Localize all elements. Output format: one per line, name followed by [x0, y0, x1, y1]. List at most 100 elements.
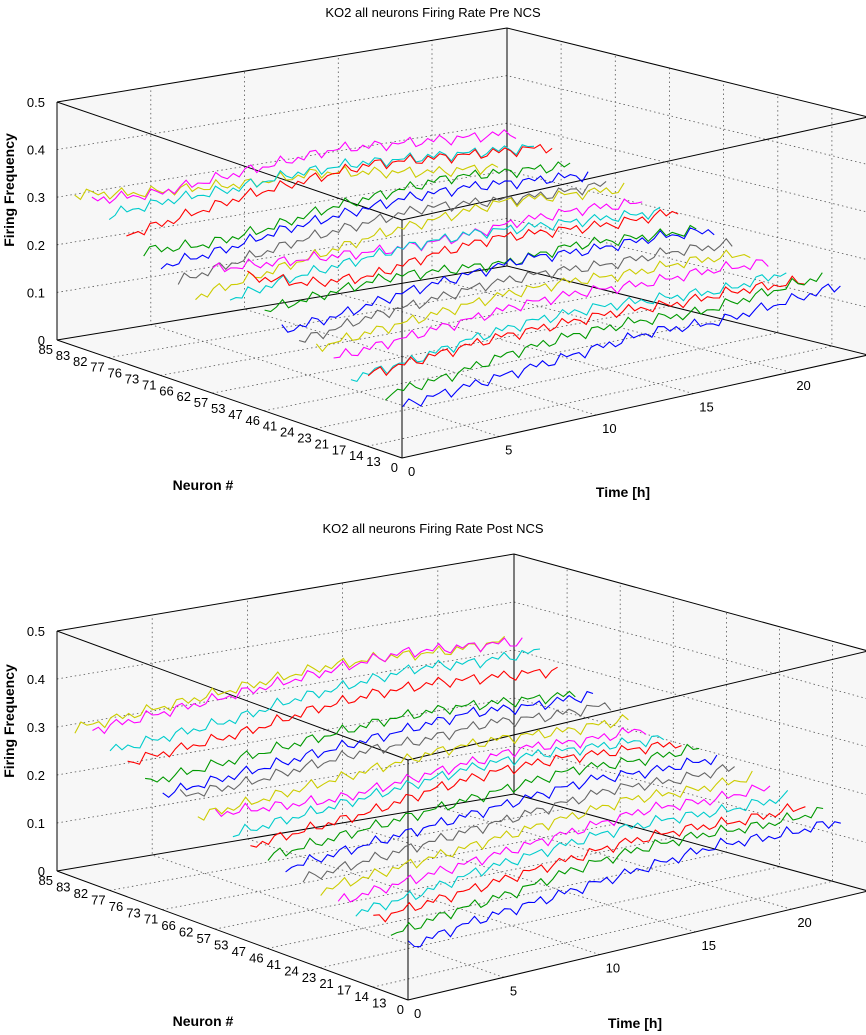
series-line-14 — [390, 806, 824, 936]
box-edge — [513, 553, 866, 651]
series-line-73 — [162, 690, 594, 799]
series-line-73 — [160, 171, 589, 270]
series-line-83 — [91, 129, 517, 204]
series-line-13 — [408, 821, 841, 948]
chart-title: KO2 all neurons Firing Rate Pre NCS — [325, 5, 541, 20]
neuron-tick-label: 23 — [302, 970, 316, 985]
series-line-41 — [302, 764, 735, 883]
grid-freq-0.2 — [56, 697, 866, 795]
z-tick-label: 0.2 — [27, 768, 45, 783]
neuron-tick-label: 82 — [73, 354, 87, 369]
neuron-axis-label: Neuron # — [173, 1013, 234, 1029]
series-line-57 — [229, 206, 661, 301]
series-line-41 — [298, 237, 733, 343]
side-wall-pane — [514, 554, 866, 891]
series-line-85 — [74, 635, 505, 734]
neuron-tick-label: 85 — [39, 873, 53, 888]
series-line-76 — [145, 690, 576, 783]
neuron-axis-label: Neuron # — [173, 477, 234, 493]
series-line-17 — [367, 275, 805, 377]
series-line-66 — [197, 714, 629, 821]
neuron-tick-label: 77 — [91, 892, 105, 907]
chart-post-ncs-svg: KO2 all neurons Firing Rate Post NCS 0 0.1… — [1, 521, 866, 1031]
chart-pre-ncs: KO2 all neurons Firing Rate Pre NCS 0 0.1 0… — [0, 0, 866, 512]
series-line-82 — [109, 648, 541, 752]
neuron-tick-label: 66 — [159, 383, 173, 398]
series-line-77 — [126, 143, 553, 237]
series-line-24 — [320, 770, 753, 896]
series-line-21 — [355, 790, 789, 917]
series-line-71 — [177, 180, 607, 285]
neuron-tick-label: 77 — [90, 360, 104, 375]
grid-time-10 — [244, 71, 597, 416]
box-edge — [56, 630, 409, 761]
time-tick-label: 10 — [602, 421, 616, 436]
series-line-17 — [373, 802, 806, 923]
grid-time-5 — [151, 615, 504, 978]
time-tick-label: 0 — [408, 464, 415, 479]
box-edge — [56, 870, 409, 1001]
neuron-tick-label: 17 — [337, 983, 351, 998]
side-wall-pane — [507, 28, 866, 355]
neuron-tick-label: 57 — [194, 395, 208, 410]
box-edge — [401, 354, 866, 459]
series-line-77 — [127, 666, 558, 765]
series-line-46 — [281, 227, 715, 333]
z-tick-label: 0.4 — [27, 672, 45, 687]
axes-box — [56, 553, 866, 1001]
z-tick-label: 0.5 — [27, 95, 45, 110]
neuron-tick-label: 14 — [354, 989, 368, 1004]
chart-post-ncs: KO2 all neurons Firing Rate Post NCS 0 0.1… — [0, 516, 866, 1035]
time-tick-label: 20 — [797, 915, 811, 930]
box-edge — [56, 553, 515, 632]
series-line-57 — [232, 735, 665, 838]
z-axis-label: Firing Frequency — [1, 133, 17, 247]
grid-freq-0.1 — [56, 745, 866, 843]
time-tick-label: 5 — [510, 983, 517, 998]
grid-time-20 — [437, 566, 792, 910]
neuron-tick-label: 73 — [125, 372, 139, 387]
neuron-tick-label: 41 — [263, 419, 277, 434]
chart-pre-ncs-svg: KO2 all neurons Firing Rate Pre NCS 0 0.1 0… — [1, 5, 866, 500]
back-wall-pane — [57, 28, 507, 340]
series-line-66 — [195, 182, 625, 301]
series-line-82 — [108, 144, 535, 221]
neuron-tick-label: 71 — [144, 912, 158, 927]
grid-neuron-23 — [315, 94, 779, 429]
box-edge — [56, 27, 508, 103]
series-line-62 — [214, 727, 647, 818]
series-line-23 — [337, 784, 771, 903]
grid-neuron-14 — [367, 108, 833, 447]
time-axis-label: Time [h] — [608, 1015, 662, 1031]
z-tick-label: 0.5 — [27, 624, 45, 639]
neuron-tick-label: 53 — [211, 401, 225, 416]
neuron-tick-label: 13 — [372, 996, 386, 1011]
neuron-tick-label: 57 — [196, 931, 210, 946]
neuron-tick-label: 21 — [315, 436, 329, 451]
series-line-23 — [333, 259, 769, 359]
box-edge — [513, 793, 866, 891]
series-line-85 — [74, 163, 499, 201]
neuron-tick-label: 0 — [391, 460, 398, 475]
z-axis-label: Firing Frequency — [1, 664, 17, 778]
series-line-53 — [250, 741, 682, 848]
neuron-tick-label: 62 — [179, 925, 193, 940]
grid-neuron-71 — [160, 54, 616, 376]
neuron-tick-label: 14 — [349, 448, 363, 463]
z-tick-label: 0 — [38, 333, 45, 348]
neuron-tick-label: 62 — [177, 389, 191, 404]
series-line-14 — [385, 272, 823, 401]
time-tick-label: 20 — [796, 378, 810, 393]
z-tick-label: 0.2 — [27, 238, 45, 253]
neuron-tick-label: 73 — [126, 905, 140, 920]
neuron-tick-label: 23 — [297, 431, 311, 446]
box-edge — [56, 265, 508, 341]
grid-freq-0.3 — [56, 649, 866, 747]
neuron-tick-label: 46 — [249, 950, 263, 965]
neuron-tick-label: 85 — [39, 342, 53, 357]
z-tick-label: 0.1 — [27, 816, 45, 831]
time-axis-label: Time [h] — [596, 484, 650, 500]
neuron-tick-label: 41 — [267, 957, 281, 972]
neuron-tick-label: 83 — [56, 348, 70, 363]
neuron-tick-label: 24 — [284, 963, 298, 978]
